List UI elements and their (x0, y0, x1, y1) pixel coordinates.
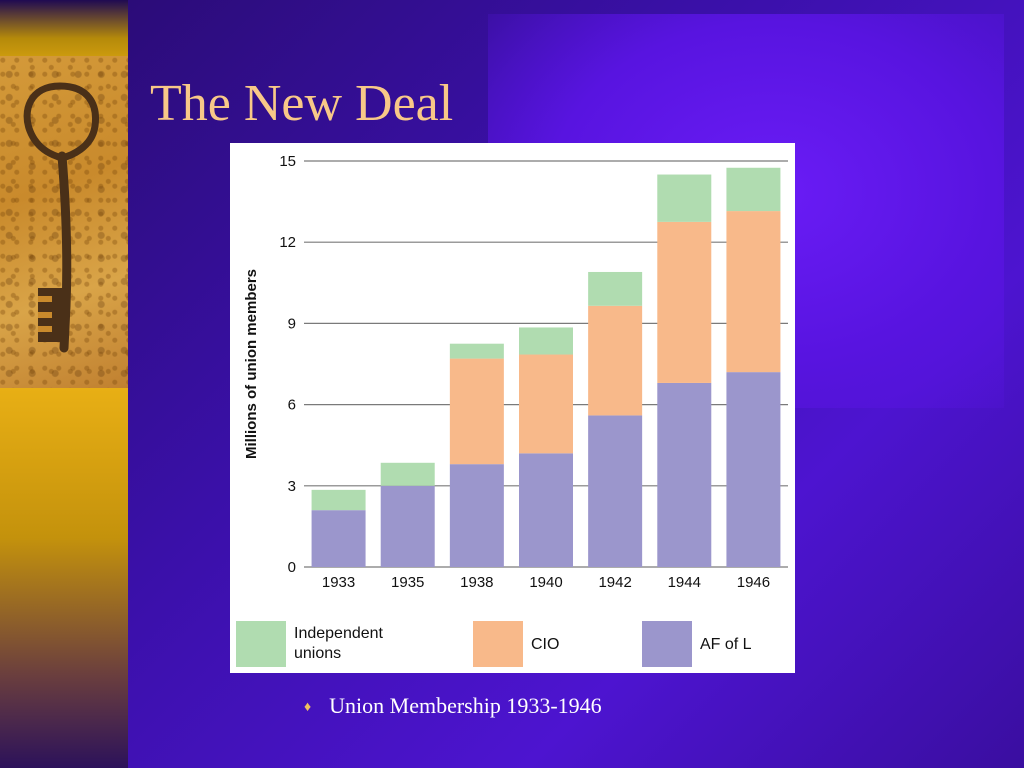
bar-segment (657, 174, 712, 222)
x-tick-label: 1933 (322, 574, 355, 591)
bar-segment (519, 354, 573, 454)
bar-segment (311, 510, 366, 567)
caption-text: Union Membership 1933-1946 (329, 693, 602, 718)
y-axis-label: Millions of union members (243, 269, 260, 459)
y-tick-label: 0 (288, 559, 296, 576)
skeleton-key-icon (23, 82, 100, 353)
y-tick-label: 3 (288, 478, 296, 495)
bar-segment (726, 372, 781, 567)
bar-segment (726, 211, 781, 373)
bar-segment (449, 343, 504, 359)
bar-segment (588, 415, 643, 567)
y-tick-label: 12 (279, 234, 296, 251)
bar-segment (657, 221, 712, 383)
bar-segment (519, 453, 573, 567)
x-tick-label: 1935 (391, 574, 424, 591)
legend-label: CIO (531, 636, 559, 653)
bar-segment (519, 327, 573, 355)
legend-swatch (642, 621, 692, 667)
union-membership-chart: 0 3 6 9 12 15 Millions of union members 1933 193… (236, 153, 788, 667)
diamond-bullet-icon: ♦ (304, 699, 312, 715)
x-tick-label: 1946 (737, 574, 770, 591)
legend-swatch (236, 621, 286, 667)
x-tick-label: 1944 (668, 574, 701, 591)
chart-panel: 0 3 6 9 12 15 Millions of union members 1933 193… (230, 143, 795, 673)
bar-segment (449, 358, 504, 465)
x-tick-label: 1938 (460, 574, 493, 591)
bar-segment (726, 167, 781, 212)
bar-segment (657, 382, 712, 567)
bar-segment (380, 485, 435, 567)
y-tick-label: 9 (288, 315, 296, 332)
y-tick-label: 6 (288, 397, 296, 414)
slide-title: The New Deal (150, 75, 454, 132)
y-tick-label: 15 (279, 153, 296, 170)
legend-swatch (473, 621, 523, 667)
x-tick-label: 1942 (598, 574, 631, 591)
bar-segment (311, 489, 366, 511)
legend-label: Independent unions (294, 625, 384, 662)
x-tick-label: 1940 (529, 574, 562, 591)
bar-segment (588, 305, 643, 416)
caption-bullet-item: ♦ Union Membership 1933-1946 (304, 693, 602, 719)
bar-segment (449, 464, 504, 567)
bar-segment (380, 462, 435, 486)
key-photo (0, 56, 128, 388)
legend-label: AF of L (700, 636, 752, 653)
bar-segment (588, 271, 643, 306)
